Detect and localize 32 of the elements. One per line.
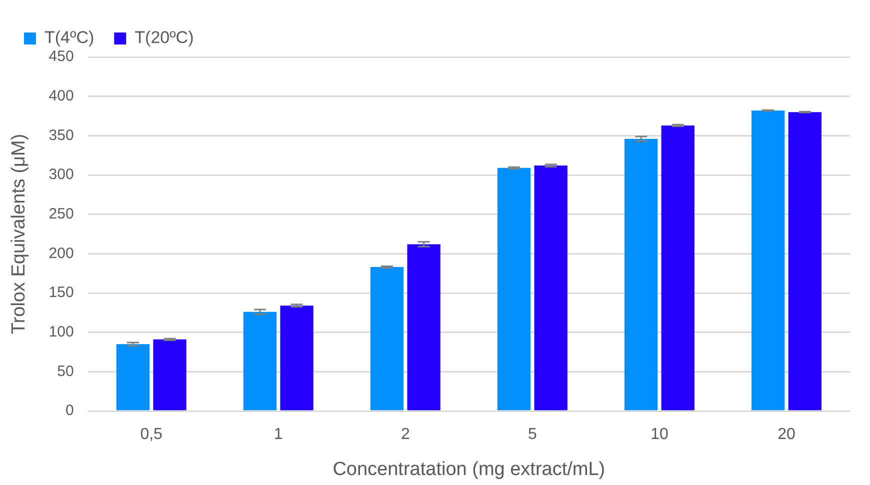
- y-tick-label: 200: [48, 244, 74, 262]
- bar: [751, 110, 785, 410]
- bar: [407, 244, 440, 410]
- y-tick-label: 0: [65, 402, 74, 420]
- x-tick-label: 5: [528, 426, 537, 444]
- y-tick-label: 450: [48, 48, 74, 66]
- x-tick-label: 1: [274, 426, 283, 444]
- bar: [497, 168, 531, 410]
- y-tick-label: 100: [48, 323, 74, 340]
- bar: [534, 166, 568, 410]
- bar: [153, 339, 186, 410]
- legend-label: T(4ºC): [44, 28, 94, 48]
- y-tick-label: 300: [48, 166, 74, 184]
- bar: [243, 312, 277, 410]
- bar: [280, 306, 314, 410]
- x-tick-label: 20: [778, 426, 796, 444]
- y-axis-title: Trolox Equivalents (μM): [8, 134, 30, 334]
- y-tick-label: 350: [48, 126, 74, 144]
- y-tick-label: 150: [48, 284, 74, 302]
- legend-label: T(20ºC): [134, 28, 194, 48]
- x-tick-label: 0,5: [140, 426, 163, 444]
- y-tick-label: 400: [48, 87, 74, 104]
- bar: [370, 267, 404, 410]
- y-tick-label: 250: [48, 205, 74, 222]
- x-tick-label: 10: [650, 426, 668, 444]
- y-tick-label: 50: [57, 362, 74, 380]
- x-axis-title: Concentratation (mg extract/mL): [332, 458, 606, 480]
- bar: [661, 125, 694, 410]
- bar: [788, 112, 822, 410]
- bar: [624, 138, 658, 410]
- x-tick-label: 2: [400, 426, 410, 444]
- bar: [116, 344, 150, 410]
